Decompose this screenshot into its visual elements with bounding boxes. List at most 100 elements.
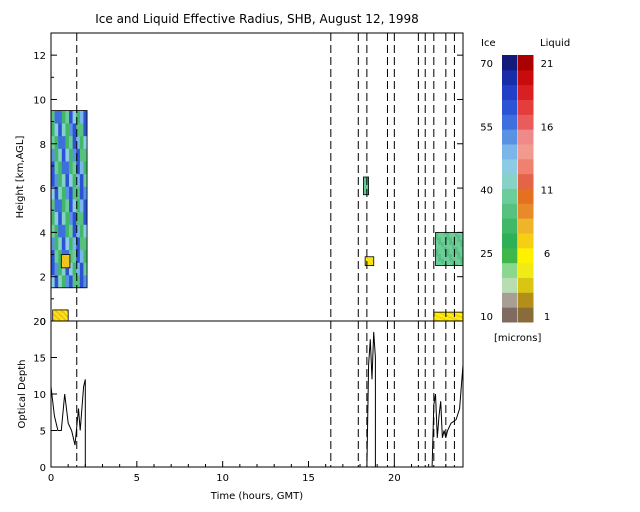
- liquid-cloud-cell: [63, 264, 65, 267]
- ice-cloud-cell: [449, 232, 453, 236]
- liquid-cloud-cell: [63, 257, 65, 259]
- liquid-cloud-cell: [448, 314, 452, 316]
- radius-ytick-label: 4: [40, 228, 46, 239]
- liquid-cloud-cell: [442, 312, 446, 314]
- ice-cloud-cell: [79, 186, 84, 200]
- liquid-cloud-cell: [365, 258, 367, 259]
- liquid-cloud-cell: [65, 311, 67, 313]
- ice-cloud-cell: [363, 178, 365, 180]
- liquid-cloud-cell: [369, 263, 371, 265]
- liquid-cloud-cell: [64, 261, 66, 263]
- liquid-cloud-cell: [52, 313, 55, 315]
- liquid-cloud-cell: [65, 314, 67, 316]
- ice-cloud-cell: [446, 232, 450, 236]
- liquid-cloud-cell: [58, 313, 61, 315]
- ice-cloud-cell: [364, 182, 366, 184]
- ice-cloud-cell: [443, 244, 447, 247]
- liquid-cloud-cell: [436, 317, 440, 319]
- liquid-cloud-cell: [63, 314, 66, 316]
- ice-cloud-cell: [367, 179, 368, 182]
- liquid-cloud-cell: [369, 260, 371, 262]
- colorbar-liquid-label: Liquid: [540, 38, 570, 49]
- ice-cloud-cell: [454, 253, 458, 257]
- liquid-cloud-cell: [63, 264, 65, 266]
- ice-cloud-cell: [364, 180, 366, 183]
- ice-cloud-cell: [446, 237, 450, 240]
- ice-cloud-cell: [65, 135, 70, 149]
- ice-cloud-cell: [58, 148, 63, 162]
- optical-xtick-label: 0: [48, 473, 54, 484]
- colorbar-ice-swatch: [502, 173, 518, 189]
- liquid-cloud-cell: [365, 262, 367, 264]
- liquid-cloud-cell: [66, 312, 69, 314]
- ice-cloud-cell: [452, 249, 456, 252]
- ice-cloud-cell: [446, 244, 450, 247]
- liquid-cloud-cell: [445, 314, 449, 316]
- liquid-cloud-cell: [365, 258, 367, 260]
- optical-ytick-label: 10: [33, 390, 46, 401]
- liquid-cloud-cell: [442, 316, 446, 318]
- ice-cloud-cell: [365, 193, 367, 196]
- liquid-cloud-cell: [366, 259, 368, 261]
- ice-cloud-cell: [79, 211, 84, 225]
- optical-xtick-label: 5: [134, 473, 140, 484]
- liquid-cloud-cell: [366, 259, 369, 261]
- ice-cloud-cell: [65, 123, 70, 137]
- ice-cloud-cell: [457, 256, 461, 259]
- ice-cloud-cell: [443, 241, 447, 245]
- liquid-cloud: [60, 254, 71, 269]
- liquid-cloud-cell: [54, 317, 57, 319]
- ice-cloud-cell: [364, 193, 366, 196]
- optical-ytick-label: 15: [33, 354, 46, 365]
- liquid-cloud-cell: [367, 260, 369, 262]
- liquid-cloud-cell: [436, 317, 440, 319]
- liquid-cloud-cell: [63, 262, 65, 264]
- ice-cloud-cell: [449, 253, 453, 257]
- ice-cloud-cell: [363, 177, 365, 179]
- liquid-cloud-cell: [65, 261, 67, 263]
- ice-cloud-cell: [363, 177, 365, 179]
- liquid-cloud-cell: [65, 310, 67, 312]
- ice-cloud-cell: [446, 246, 450, 250]
- colorbar-liquid-swatch: [518, 203, 534, 219]
- liquid-cloud-cell: [365, 259, 367, 261]
- ice-cloud-cell: [69, 135, 73, 149]
- liquid-cloud-cell: [54, 317, 57, 319]
- ice-cloud-cell: [449, 249, 453, 252]
- colorbar: Ice Liquid 70 55 40 25 10 21 16 11 6 1 [microns]: [480, 38, 570, 344]
- liquid-cloud-cell: [368, 258, 370, 259]
- ice-cloud-cell: [363, 187, 365, 189]
- liquid-cloud-cell: [66, 318, 69, 320]
- ice-cloud-cell: [367, 192, 369, 194]
- liquid-cloud-cell: [445, 314, 449, 315]
- liquid-cloud-cell: [68, 257, 70, 259]
- liquid-cloud-cell: [52, 310, 55, 312]
- colorbar-ice-column: [502, 55, 518, 323]
- liquid-cloud-cell: [436, 318, 440, 320]
- ice-cloud-cell: [435, 256, 439, 259]
- liquid-cloud-cell: [369, 263, 371, 265]
- ice-cloud-cell: [367, 179, 369, 182]
- optical-frame: [50, 320, 464, 468]
- liquid-cloud-cell: [55, 317, 58, 319]
- ice-cloud-cell: [65, 237, 70, 251]
- optical-xtick-label: 10: [216, 473, 229, 484]
- liquid-cloud-cell: [65, 319, 67, 321]
- liquid-cloud-cell: [371, 264, 373, 266]
- ice-cloud-cell: [443, 249, 447, 252]
- ice-cloud-cell: [449, 246, 453, 250]
- ice-cloud-cell: [83, 186, 88, 200]
- ice-cloud-cell: [72, 275, 77, 289]
- liquid-cloud-cell: [370, 261, 372, 263]
- liquid-cloud-cell: [55, 319, 58, 321]
- ice-cloud-cell: [72, 224, 77, 238]
- colorbar-ice-swatch: [502, 218, 518, 234]
- ice-cloud-cell: [72, 161, 77, 175]
- ice-cloud-cell: [365, 190, 367, 193]
- liquid-cloud-cell: [367, 258, 369, 260]
- ice-cloud-cell: [364, 179, 366, 182]
- liquid-cloud-cell: [454, 319, 458, 321]
- liquid-cloud-cell: [61, 260, 63, 262]
- colorbar-ice-swatch: [502, 233, 518, 249]
